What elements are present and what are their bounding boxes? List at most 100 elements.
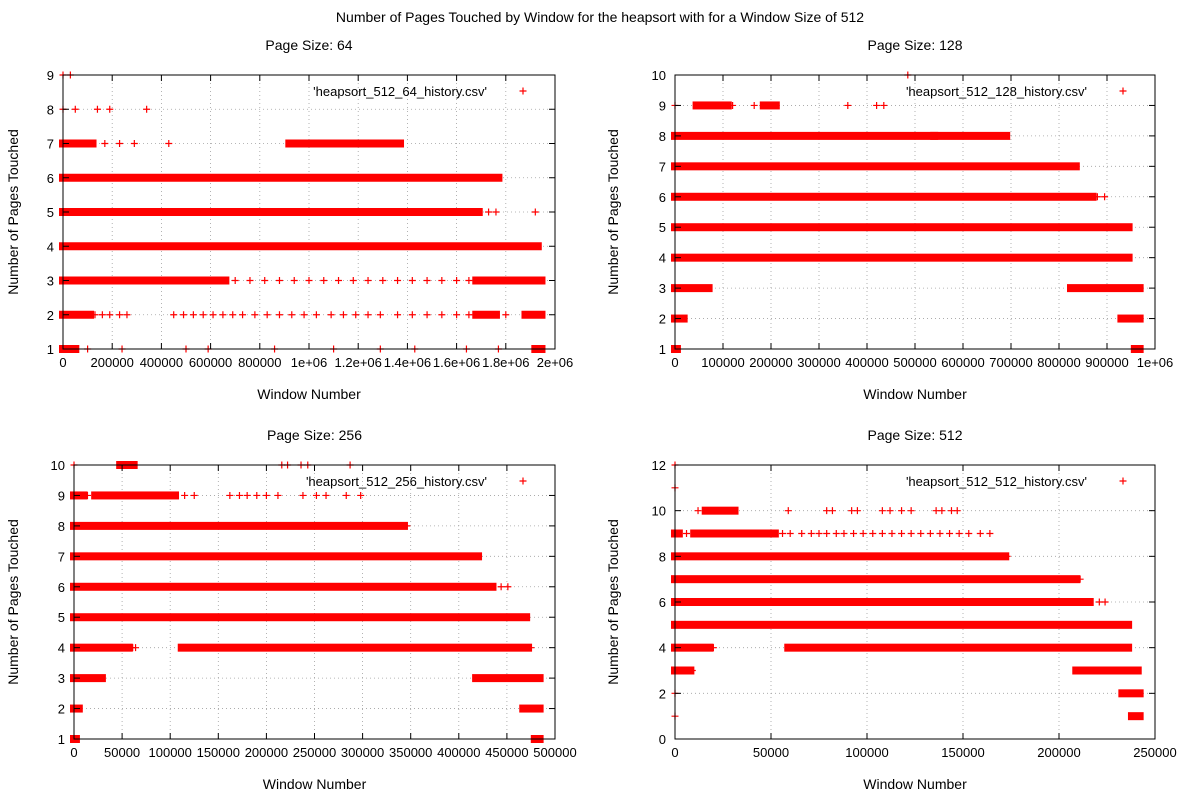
legend-label: 'heapsort_512_256_history.csv'	[306, 474, 487, 489]
legend-marker	[519, 477, 527, 485]
x-tick-label: 250000	[1133, 745, 1176, 760]
data-band	[521, 310, 546, 319]
y-tick-label: 6	[659, 190, 666, 205]
data-point	[729, 101, 737, 109]
y-tick-label: 8	[47, 102, 54, 117]
data-band	[759, 101, 780, 110]
data-point	[71, 105, 79, 113]
x-tick-label: 1e+06	[1137, 355, 1174, 370]
data-point	[465, 311, 473, 319]
data-point	[274, 491, 282, 499]
y-tick-label: 9	[659, 98, 666, 113]
data-band	[177, 643, 533, 652]
data-point	[497, 583, 505, 591]
data-point	[504, 583, 512, 591]
data-point	[246, 277, 254, 284]
data-point	[878, 507, 886, 515]
x-tick-label: 100000	[701, 355, 744, 370]
y-tick-label: 9	[58, 488, 65, 503]
data-point	[261, 277, 269, 284]
y-tick-label: 5	[659, 220, 666, 235]
data-band	[472, 310, 500, 319]
data-band	[70, 521, 408, 530]
data-point	[106, 311, 114, 319]
legend-marker	[1119, 477, 1127, 485]
y-tick-label: 6	[659, 595, 666, 610]
y-tick-label: 3	[659, 281, 666, 296]
x-tick-label: 250000	[293, 745, 336, 760]
data-band	[472, 674, 544, 683]
figure-title: Number of Pages Touched by Window for th…	[336, 9, 864, 25]
data-band	[59, 173, 503, 182]
data-band	[91, 491, 180, 500]
legend-label: 'heapsort_512_512_history.csv'	[906, 474, 1087, 489]
data-band	[59, 139, 97, 148]
y-tick-label: 4	[47, 239, 54, 254]
data-point	[1101, 598, 1109, 606]
data-point	[438, 311, 446, 319]
x-tick-label: 50000	[104, 745, 140, 760]
data-point	[965, 530, 973, 537]
x-axis-label: Window Number	[263, 776, 367, 792]
x-tick-label: 0	[671, 745, 678, 760]
data-band	[671, 529, 683, 538]
data-point	[253, 491, 261, 499]
data-point	[189, 311, 197, 319]
y-axis-label: Number of Pages Touched	[605, 519, 621, 685]
data-point	[262, 491, 270, 499]
y-axis-label: Number of Pages Touched	[5, 129, 21, 295]
legend-marker	[519, 87, 527, 95]
data-point	[878, 530, 886, 537]
y-tick-label: 8	[58, 519, 65, 534]
chart-panel-1: Page Size: 64 0 200000 400000 600000 800000 1e…	[5, 37, 573, 402]
data-point	[130, 140, 138, 147]
data-band	[59, 276, 230, 285]
data-point	[823, 530, 831, 537]
data-point	[1076, 575, 1084, 583]
data-point	[694, 507, 702, 515]
y-tick-label: 1	[58, 732, 65, 747]
data-point	[229, 311, 237, 319]
y-tick-label: 6	[58, 580, 65, 595]
data-point	[946, 530, 954, 537]
data-point	[394, 277, 402, 284]
data-point	[275, 311, 283, 319]
data-point	[101, 140, 109, 147]
data-point	[779, 530, 787, 537]
x-tick-label: 1.2e+06	[335, 355, 382, 370]
data-point	[423, 277, 431, 284]
x-tick-label: 350000	[389, 745, 432, 760]
x-tick-label: 1.6e+06	[433, 355, 480, 370]
legend-label: 'heapsort_512_64_history.csv'	[313, 84, 487, 99]
data-point	[116, 311, 124, 319]
data-point	[199, 311, 207, 319]
data-band	[70, 643, 133, 652]
data-point	[485, 208, 493, 216]
data-band	[70, 582, 497, 591]
y-tick-label: 3	[58, 671, 65, 686]
data-point	[869, 530, 877, 537]
data-point	[786, 530, 794, 537]
data-band	[671, 223, 1133, 232]
data-band	[59, 310, 95, 319]
data-point	[807, 530, 815, 537]
data-point	[953, 507, 961, 515]
data-point	[239, 311, 247, 319]
x-tick-label: 400000	[845, 355, 888, 370]
data-point	[1003, 552, 1011, 560]
legend-marker	[1119, 87, 1127, 95]
data-point	[750, 101, 758, 109]
data-point	[91, 311, 99, 319]
data-band	[784, 643, 1133, 652]
x-axis-label: Window Number	[257, 386, 361, 402]
y-tick-label: 10	[652, 68, 666, 83]
data-band	[519, 704, 544, 713]
x-tick-label: 400000	[140, 355, 183, 370]
data-point	[394, 311, 402, 319]
x-tick-label: 500000	[893, 355, 936, 370]
y-tick-label: 8	[659, 549, 666, 564]
data-point	[1093, 193, 1101, 201]
x-tick-label: 200000	[1037, 745, 1080, 760]
data-point	[438, 277, 446, 284]
x-tick-label: 0	[59, 355, 66, 370]
